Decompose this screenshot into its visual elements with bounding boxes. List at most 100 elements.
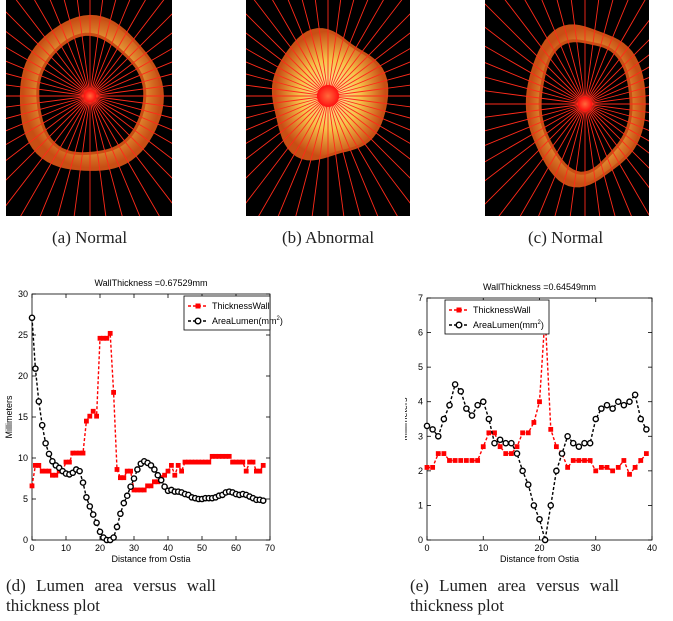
vessel-image-normal-c	[425, 0, 673, 264]
ray-line	[15, 0, 91, 97]
data-point	[175, 462, 181, 468]
ray-line	[89, 0, 165, 97]
plot-title: WallThickness =0.67529mm	[95, 278, 208, 288]
data-point	[117, 510, 124, 518]
data-point	[446, 401, 453, 409]
data-point	[172, 472, 178, 478]
data-point	[441, 451, 447, 456]
data-point	[604, 465, 610, 470]
y-tick-label: 10	[18, 453, 28, 463]
ray-line	[327, 0, 342, 97]
data-point	[626, 398, 633, 406]
data-point	[586, 439, 594, 447]
caption-e-line2: thickness plot	[410, 596, 504, 615]
x-tick-label: 10	[478, 543, 488, 553]
ray-line	[504, 0, 586, 105]
data-point	[189, 459, 195, 465]
data-point	[243, 468, 249, 474]
caption-d: (d) Lumen area versus wall thickness plo…	[6, 576, 296, 616]
vessel-image-abnormal-b	[168, 0, 488, 256]
data-point	[155, 479, 161, 485]
data-point	[548, 426, 554, 432]
ray-line	[89, 0, 146, 97]
data-point	[524, 481, 532, 488]
data-point	[154, 471, 162, 479]
caption-e: (e) Lumen area versus wall thickness plo…	[410, 576, 673, 616]
y-tick-label: 6	[418, 328, 423, 338]
y-tick-label: 4	[418, 397, 423, 407]
data-point	[452, 458, 458, 463]
data-point	[479, 398, 487, 406]
data-point	[423, 422, 431, 430]
vessel-center-marker	[317, 85, 339, 107]
x-tick-label: 40	[647, 543, 657, 553]
y-tick-label: 0	[23, 535, 28, 545]
data-point	[576, 458, 582, 463]
data-point	[96, 528, 104, 536]
data-point	[131, 487, 137, 493]
data-point	[536, 515, 543, 523]
x-tick-label: 0	[29, 543, 34, 553]
data-point	[130, 475, 138, 482]
ray-line	[584, 0, 629, 105]
data-point	[259, 497, 267, 504]
data-point	[621, 458, 627, 463]
data-point	[43, 468, 48, 474]
data-point	[587, 458, 593, 463]
y-tick-label: 25	[18, 330, 28, 340]
y-tick-label: 30	[18, 289, 28, 299]
data-point	[491, 439, 498, 447]
ray-line	[0, 58, 91, 97]
data-point	[203, 459, 208, 465]
x-tick-label: 40	[163, 543, 173, 553]
ray-line	[327, 95, 426, 224]
ray-line	[89, 0, 117, 97]
data-point	[162, 472, 167, 478]
data-point	[50, 472, 55, 478]
data-point	[615, 465, 621, 470]
data-point	[503, 451, 509, 456]
data-point	[199, 459, 205, 465]
ray-line	[0, 95, 91, 215]
legend-label: ThicknessWall	[212, 301, 270, 311]
data-point	[565, 465, 571, 470]
ray-line	[0, 43, 91, 97]
ray-line	[0, 95, 91, 187]
data-point	[547, 502, 555, 509]
data-point	[90, 408, 96, 414]
ray-line	[524, 0, 586, 105]
ray-line	[89, 0, 131, 97]
data-point	[110, 534, 117, 541]
ray-line	[247, 95, 329, 235]
data-point	[502, 439, 510, 447]
ray-line	[327, 0, 355, 97]
data-point	[157, 476, 165, 484]
data-point	[38, 421, 46, 429]
y-tick-label: 15	[18, 412, 28, 422]
series-area-lumen	[28, 314, 267, 544]
data-point	[33, 462, 38, 468]
data-point	[240, 459, 246, 465]
ray-line	[272, 0, 329, 97]
data-point	[631, 391, 639, 399]
data-point	[435, 451, 441, 456]
x-tick-label: 50	[197, 543, 207, 553]
series-line	[427, 315, 647, 476]
x-tick-label: 60	[231, 543, 241, 553]
x-axis-label: Distance from Ostia	[111, 554, 190, 562]
data-point	[138, 487, 144, 493]
ray-line	[556, 0, 586, 105]
data-point	[226, 453, 232, 459]
vessel-cross-section-c	[425, 0, 673, 264]
y-tick-label: 0	[418, 535, 423, 545]
data-point	[114, 467, 120, 472]
data-point	[610, 468, 616, 474]
y-tick-label: 5	[23, 494, 28, 504]
x-tick-label: 0	[424, 543, 429, 553]
ray-line	[471, 103, 586, 218]
data-point	[230, 459, 235, 465]
data-point	[179, 468, 184, 474]
data-point	[141, 487, 147, 493]
plot-title: WallThickness =0.64549mm	[483, 282, 596, 292]
ray-line	[0, 95, 91, 149]
